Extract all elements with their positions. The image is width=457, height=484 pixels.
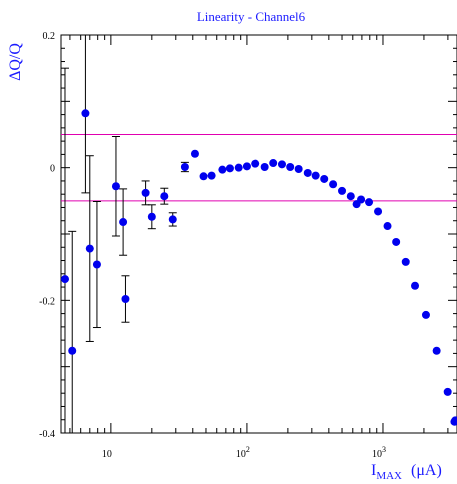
data-point xyxy=(119,218,128,227)
data-point xyxy=(277,160,286,169)
data-point xyxy=(311,171,320,180)
chart-title: Linearity - Channel6 xyxy=(197,9,306,24)
data-point xyxy=(357,195,366,204)
x-tick-label: 103 xyxy=(372,445,386,460)
data-point xyxy=(60,275,69,284)
data-point xyxy=(251,159,260,168)
reference-lines xyxy=(61,134,457,202)
data-point xyxy=(374,207,383,216)
plot-frame xyxy=(60,34,457,434)
data-point xyxy=(383,222,392,231)
data-point xyxy=(218,165,227,174)
data-point xyxy=(346,192,355,201)
data-point xyxy=(401,257,410,266)
data-point xyxy=(168,215,177,224)
y-axis-label: ΔQ/Q xyxy=(7,43,24,81)
data-point xyxy=(286,163,295,172)
data-point xyxy=(294,164,303,173)
data-point xyxy=(451,416,457,425)
data-point xyxy=(303,168,312,177)
data-point xyxy=(432,346,441,355)
data-point xyxy=(141,188,150,197)
data-point xyxy=(111,182,120,191)
data-point xyxy=(392,237,401,246)
data-point xyxy=(207,171,216,180)
data-point xyxy=(85,244,94,253)
data-point xyxy=(190,149,199,158)
y-tick-label: 0.2 xyxy=(43,31,56,42)
data-point xyxy=(81,109,90,118)
data-point xyxy=(199,172,208,181)
data-point xyxy=(443,387,452,396)
data-point xyxy=(365,198,374,207)
data-point xyxy=(242,162,251,171)
data-point xyxy=(269,159,278,168)
error-bars xyxy=(60,35,189,433)
x-axis-label-main: I xyxy=(371,462,376,479)
x-axis-ticks: 10 102 103 xyxy=(69,35,449,460)
y-tick-label: 0 xyxy=(50,164,55,175)
data-point xyxy=(411,281,420,290)
data-point xyxy=(225,164,234,173)
x-tick-label: 102 xyxy=(236,445,250,460)
x-tick-label: 10 xyxy=(102,449,112,460)
data-point xyxy=(68,346,77,355)
y-axis-ticks: 0.2 0 -0.2 -0.4 xyxy=(39,31,457,440)
data-point xyxy=(160,192,169,201)
data-point xyxy=(320,174,329,183)
data-point xyxy=(329,180,338,189)
data-point xyxy=(121,295,130,304)
data-point xyxy=(92,260,101,269)
y-tick-label: -0.2 xyxy=(39,296,55,307)
x-axis-label-unit: (μA) xyxy=(411,462,442,479)
y-tick-label: -0.4 xyxy=(39,429,55,440)
data-point xyxy=(338,186,347,195)
data-point xyxy=(421,310,430,319)
data-points xyxy=(60,109,457,426)
data-point xyxy=(260,163,269,172)
x-axis-label-sub: MAX xyxy=(376,470,402,482)
x-axis-label: IMAX (μA) xyxy=(371,462,442,482)
data-point xyxy=(180,163,189,172)
data-point xyxy=(234,163,243,172)
data-point xyxy=(147,212,156,221)
